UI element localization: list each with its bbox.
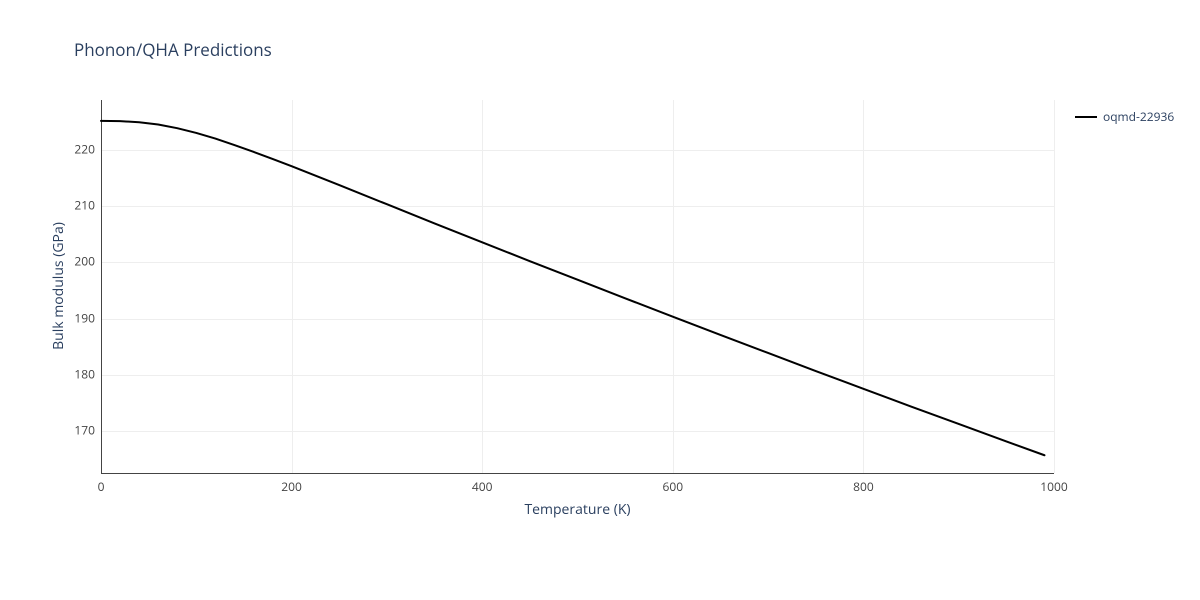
y-tick-label: 220: [67, 140, 95, 157]
y-axis-title: Bulk modulus (GPa): [49, 222, 68, 350]
legend-label: oqmd-22936: [1103, 108, 1174, 125]
x-tick-label: 1000: [1040, 478, 1067, 495]
y-tick-label: 200: [67, 253, 95, 270]
x-tick-label: 600: [663, 478, 684, 495]
gridline-v: [1054, 100, 1055, 473]
series-line: [101, 100, 1054, 473]
plot-area: [101, 99, 1054, 473]
y-tick-label: 170: [67, 422, 95, 439]
x-tick-label: 800: [853, 478, 874, 495]
x-tick-label: 400: [472, 478, 493, 495]
x-tick-label: 200: [281, 478, 302, 495]
x-tick-label: 0: [98, 478, 105, 495]
legend-swatch: [1075, 116, 1097, 118]
y-tick-label: 190: [67, 309, 95, 326]
chart-title: Phonon/QHA Predictions: [74, 38, 272, 61]
x-axis-title: Temperature (K): [524, 500, 630, 519]
y-tick-label: 180: [67, 365, 95, 382]
legend[interactable]: oqmd-22936: [1075, 108, 1174, 125]
x-axis-line: [101, 473, 1054, 474]
y-tick-label: 210: [67, 196, 95, 213]
